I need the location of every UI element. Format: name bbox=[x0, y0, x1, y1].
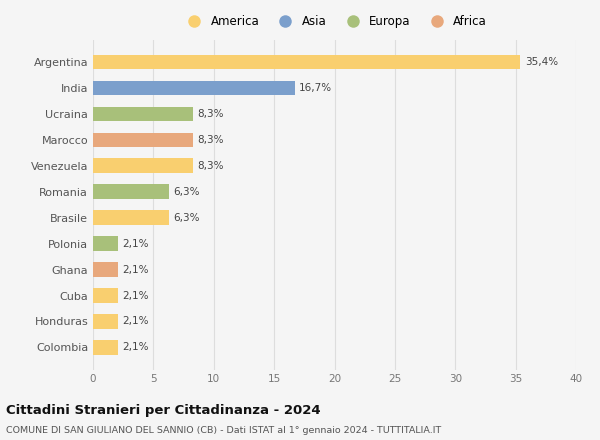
Bar bbox=[93, 236, 118, 251]
Text: 6,3%: 6,3% bbox=[173, 187, 200, 197]
Legend: America, Asia, Europa, Africa: America, Asia, Europa, Africa bbox=[180, 12, 489, 30]
Bar bbox=[93, 288, 118, 303]
Text: 2,1%: 2,1% bbox=[122, 290, 149, 301]
Text: 16,7%: 16,7% bbox=[299, 83, 332, 93]
Bar bbox=[93, 106, 193, 121]
Bar bbox=[93, 55, 520, 69]
Text: 2,1%: 2,1% bbox=[122, 342, 149, 352]
Text: 35,4%: 35,4% bbox=[524, 57, 558, 67]
Bar bbox=[93, 340, 118, 355]
Bar bbox=[93, 184, 169, 199]
Text: 2,1%: 2,1% bbox=[122, 264, 149, 275]
Text: 6,3%: 6,3% bbox=[173, 213, 200, 223]
Text: 8,3%: 8,3% bbox=[197, 135, 224, 145]
Text: Cittadini Stranieri per Cittadinanza - 2024: Cittadini Stranieri per Cittadinanza - 2… bbox=[6, 403, 320, 417]
Bar bbox=[93, 81, 295, 95]
Text: COMUNE DI SAN GIULIANO DEL SANNIO (CB) - Dati ISTAT al 1° gennaio 2024 - TUTTITA: COMUNE DI SAN GIULIANO DEL SANNIO (CB) -… bbox=[6, 426, 441, 436]
Bar bbox=[93, 262, 118, 277]
Text: 8,3%: 8,3% bbox=[197, 109, 224, 119]
Bar bbox=[93, 314, 118, 329]
Text: 2,1%: 2,1% bbox=[122, 316, 149, 326]
Text: 8,3%: 8,3% bbox=[197, 161, 224, 171]
Text: 2,1%: 2,1% bbox=[122, 238, 149, 249]
Bar bbox=[93, 158, 193, 173]
Bar bbox=[93, 132, 193, 147]
Bar bbox=[93, 210, 169, 225]
